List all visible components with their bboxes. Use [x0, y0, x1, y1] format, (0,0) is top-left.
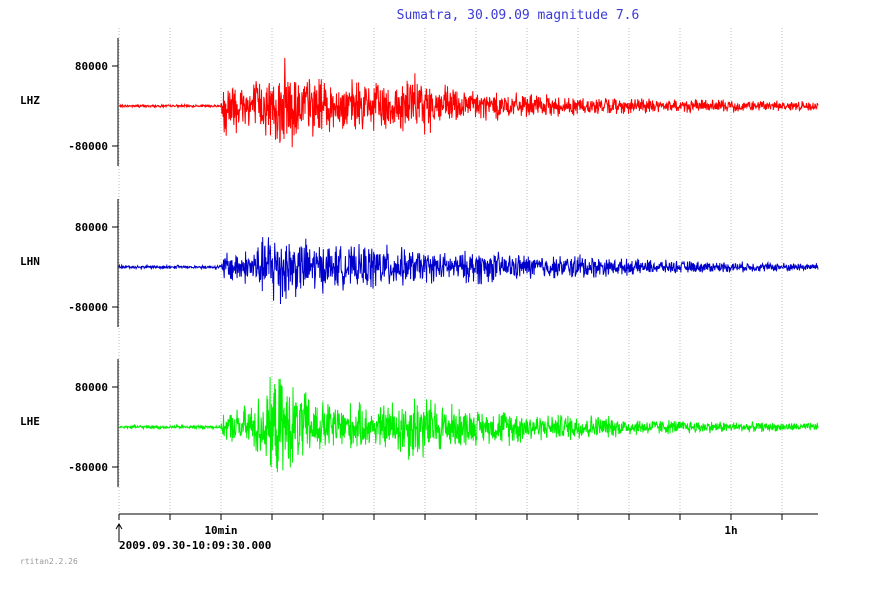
- traces: [118, 57, 819, 473]
- channel-label-lhe: LHE: [20, 415, 40, 428]
- start-time-label: 2009.09.30-10:09:30.000: [119, 539, 271, 552]
- y-tick-label: -80000: [68, 301, 108, 314]
- channel-label-lhn: LHN: [20, 255, 40, 268]
- channel-label-lhz: LHZ: [20, 94, 40, 107]
- chart-title: Sumatra, 30.09.09 magnitude 7.6: [397, 8, 640, 23]
- trace-lhn: [118, 237, 819, 305]
- y-tick-label: 80000: [75, 221, 108, 234]
- x-axis: 10min 1h: [115, 513, 818, 542]
- trace-lhe: [118, 376, 819, 473]
- y-tick-label: -80000: [68, 461, 108, 474]
- y-tick-label: 80000: [75, 381, 108, 394]
- x-tick-label: 10min: [204, 524, 237, 537]
- y-tick-label: 80000: [75, 60, 108, 73]
- trace-lhz: [118, 57, 819, 148]
- y-tick-label: -80000: [68, 140, 108, 153]
- start-marker-arrow: [115, 523, 123, 530]
- version-label: rtitan2.2.26: [20, 557, 78, 566]
- x-tick-label: 1h: [724, 524, 737, 537]
- y-axes: 80000 -80000 LHZ 80000 -80000 LHN 80000 -80000 L…: [20, 38, 119, 487]
